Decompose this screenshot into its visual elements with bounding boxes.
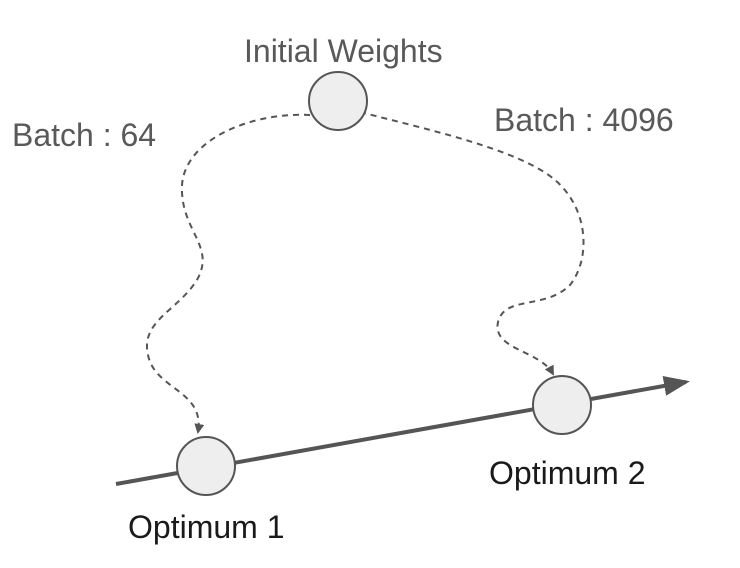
initial-weights-node bbox=[308, 71, 368, 131]
path-batch-4096 bbox=[359, 111, 585, 376]
optimum-1-label: Optimum 1 bbox=[128, 509, 284, 545]
initial-weights-label: Initial Weights bbox=[244, 33, 443, 69]
batch-64-label: Batch : 64 bbox=[12, 117, 156, 153]
optimum-1-node bbox=[176, 436, 236, 496]
path-batch-64 bbox=[145, 113, 311, 434]
optimum-2-label: Optimum 2 bbox=[489, 455, 645, 491]
optimum-2-node bbox=[532, 375, 592, 435]
batch-4096-label: Batch : 4096 bbox=[494, 102, 674, 138]
